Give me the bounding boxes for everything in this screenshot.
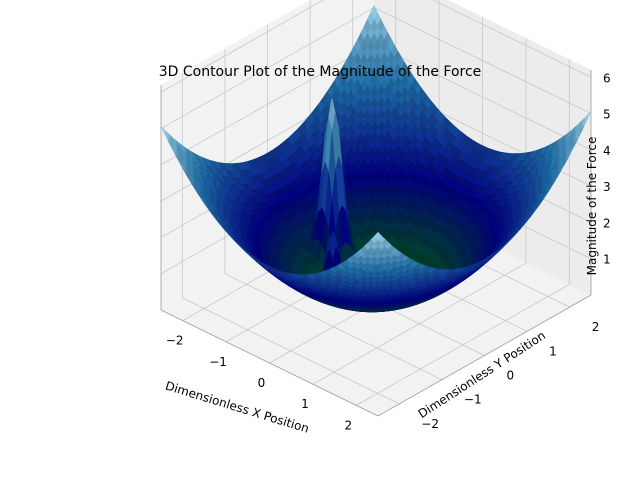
y-tick-label: −1 [464, 393, 482, 407]
z-tick-label: 5 [603, 108, 611, 122]
x-tick-label: −1 [209, 355, 227, 369]
y-tick-label: 0 [507, 369, 515, 383]
z-axis-label: Magnitude of the Force [585, 137, 599, 276]
z-tick-label: 4 [603, 144, 611, 158]
x-tick-label: −2 [166, 334, 184, 348]
z-tick-label: 1 [603, 253, 611, 267]
x-tick-label: 2 [344, 418, 352, 432]
y-tick-label: 2 [592, 320, 600, 334]
y-tick-label: 1 [549, 344, 557, 358]
x-tick-label: 0 [258, 376, 266, 390]
x-tick-label: 1 [301, 397, 309, 411]
x-axis-label: Dimensionless X Position [164, 379, 311, 436]
chart-title: 3D Contour Plot of the Magnitude of the … [0, 64, 640, 80]
z-tick-label: 2 [603, 216, 611, 230]
z-tick-label: 3 [603, 180, 611, 194]
